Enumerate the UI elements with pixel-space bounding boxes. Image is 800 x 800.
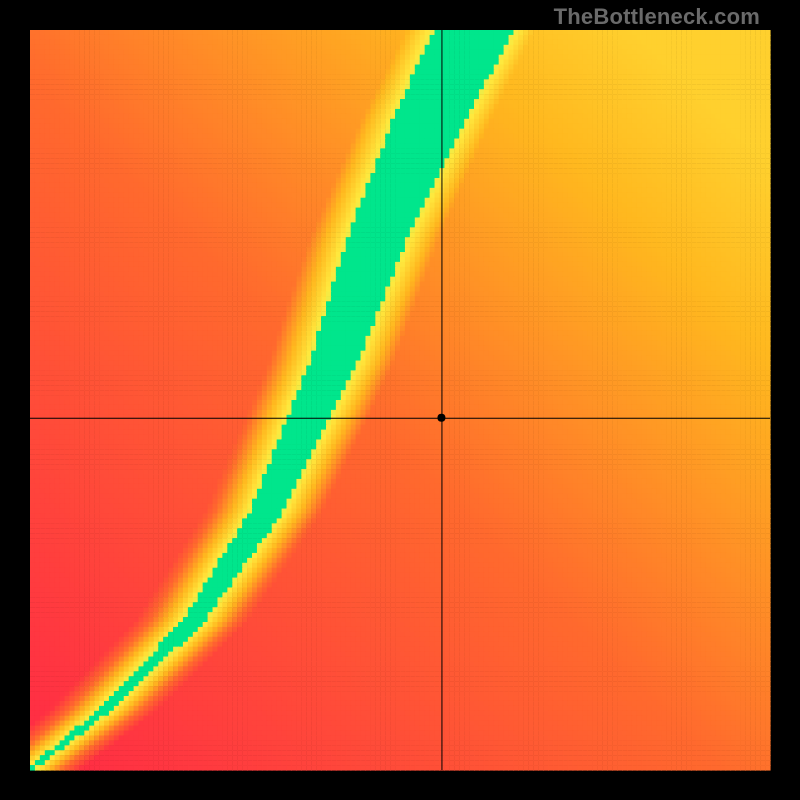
bottleneck-heatmap xyxy=(0,0,800,800)
chart-container: TheBottleneck.com xyxy=(0,0,800,800)
watermark-text: TheBottleneck.com xyxy=(554,4,760,30)
